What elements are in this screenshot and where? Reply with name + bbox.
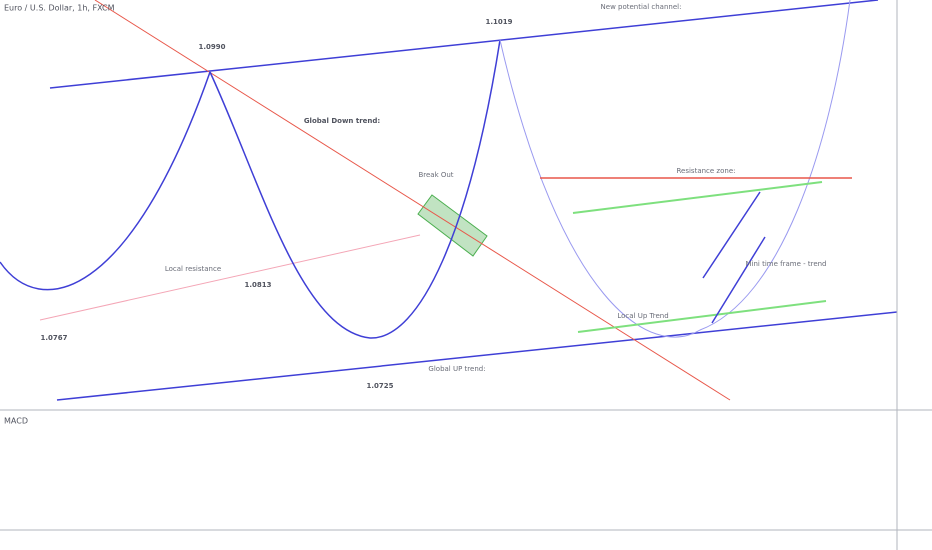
annotation: Global Down trend: bbox=[304, 117, 381, 125]
global-up-trend-line bbox=[56, 311, 898, 401]
annotation: 1.0767 bbox=[40, 334, 67, 342]
annotation: 1.0725 bbox=[366, 382, 393, 390]
channel-line bbox=[577, 300, 827, 333]
arc bbox=[209, 39, 501, 339]
arc bbox=[0, 71, 211, 291]
annotation: New potential channel: bbox=[601, 3, 682, 11]
local-resistance-line bbox=[39, 234, 421, 321]
annotation: 1.0813 bbox=[244, 281, 271, 289]
channel-line bbox=[572, 181, 823, 214]
top-channel-line bbox=[49, 0, 879, 89]
annotation: Break Out bbox=[418, 171, 453, 179]
mini-trend-line bbox=[711, 236, 766, 324]
mini-trend-line bbox=[702, 191, 761, 279]
annotation: 1.1019 bbox=[485, 18, 512, 26]
annotation: Resistance zone: bbox=[676, 167, 735, 175]
indicator-title: MACD bbox=[4, 417, 28, 426]
chart-title: Euro / U.S. Dollar, 1h, FXCM bbox=[4, 4, 115, 13]
drawings bbox=[0, 0, 898, 401]
global-down-trend-line bbox=[94, 0, 731, 401]
annotation: Global UP trend: bbox=[428, 365, 485, 373]
annotation: Local Up Trend bbox=[617, 312, 668, 320]
annotation: Mini time frame - trend bbox=[745, 260, 826, 268]
annotation: Local resistance bbox=[165, 265, 221, 273]
potential-curve bbox=[499, 0, 851, 338]
annotation: 1.0990 bbox=[198, 43, 225, 51]
